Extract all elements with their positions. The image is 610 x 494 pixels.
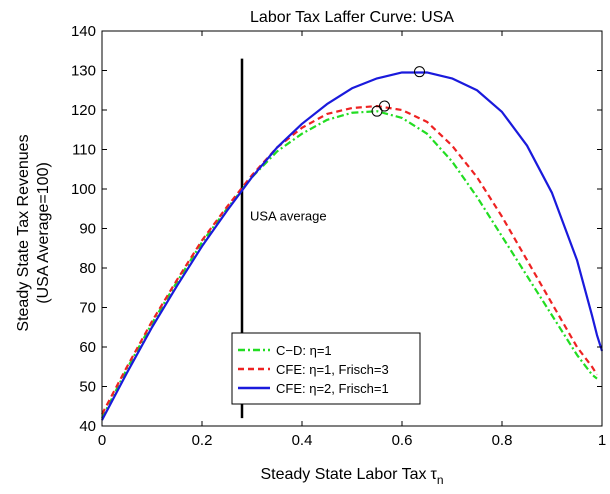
x-tick-label: 0.4 — [292, 432, 313, 449]
y-axis-label-line1: Steady State Tax Revenues — [15, 134, 32, 331]
legend: C−D: η=1 CFE: η=1, Frisch=3 CFE: η=2, Fr… — [231, 332, 421, 405]
series-line-2 — [101, 71, 604, 421]
usa-average-label: USA average — [250, 209, 327, 224]
chart-title: Labor Tax Laffer Curve: USA — [250, 9, 454, 26]
x-tick-label: 0.6 — [392, 432, 413, 449]
legend-label-cd: C−D: η=1 — [276, 343, 332, 358]
x-axis-label: Steady State Labor Tax τn — [260, 466, 443, 487]
legend-label-cfe-frisch3: CFE: η=1, Frisch=3 — [276, 362, 389, 377]
peak-marker-2 — [414, 66, 425, 78]
peak-marker-1 — [379, 100, 390, 112]
series-line-1 — [101, 104, 598, 415]
y-tick-label: 60 — [79, 339, 96, 356]
x-tick-label: 0 — [98, 432, 106, 449]
y-tick-label: 100 — [71, 181, 96, 198]
y-axis-label: Steady State Tax Revenues (USA Average=1… — [15, 134, 52, 331]
y-tick-label: 110 — [72, 142, 96, 159]
y-tick-label: 40 — [79, 418, 96, 435]
peak-marker-0 — [371, 105, 383, 117]
legend-label-cfe-frisch1: CFE: η=2, Frisch=1 — [276, 381, 389, 396]
x-axis-label-symbol: τ — [431, 466, 438, 483]
y-axis-label-line2: (USA Average=100) — [35, 162, 52, 304]
x-tick-label: 1 — [598, 432, 606, 449]
y-tick-label: 50 — [79, 379, 96, 396]
y-tick-label: 90 — [79, 221, 96, 238]
y-tick-label: 120 — [71, 102, 96, 119]
x-axis-label-subscript: n — [437, 473, 444, 487]
x-axis-label-text: Steady State Labor Tax — [260, 466, 426, 483]
y-tick-label: 70 — [79, 300, 96, 317]
x-tick-label: 0.2 — [192, 432, 213, 449]
y-tick-label: 130 — [71, 63, 96, 80]
axis-ticks: 0 0.2 0.4 0.6 0.8 140506070809010011012013014… — [71, 23, 606, 449]
y-tick-label: 80 — [79, 260, 96, 277]
y-tick-label: 140 — [71, 23, 96, 40]
x-tick-label: 0.8 — [492, 432, 513, 449]
